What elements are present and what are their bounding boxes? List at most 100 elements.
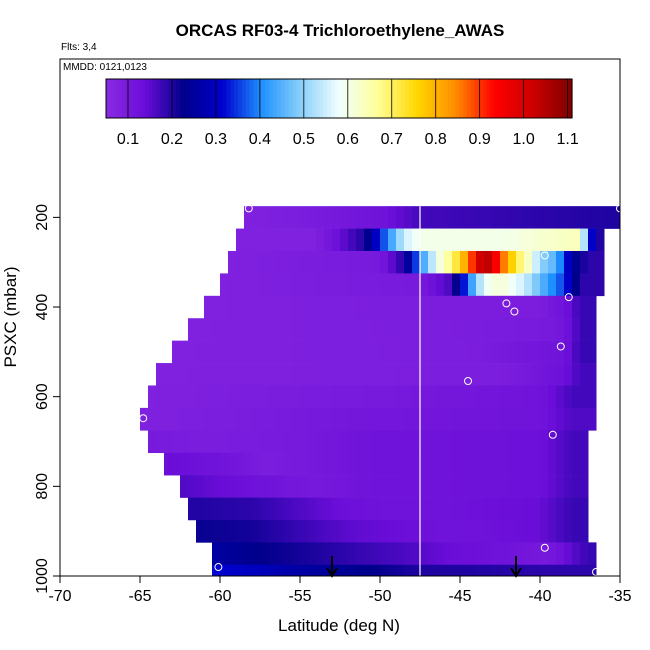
heatmap-cell	[580, 497, 589, 521]
colorbar-tick-label: 1.0	[513, 131, 535, 148]
colorbar-swatch	[129, 79, 134, 118]
heatmap-cell	[580, 542, 589, 566]
heatmap-cell	[452, 519, 461, 543]
colorbar-swatch	[416, 79, 422, 118]
sample-point	[540, 543, 549, 552]
heatmap-cell	[292, 497, 301, 521]
heatmap-cell	[444, 206, 453, 229]
heatmap-cell	[164, 363, 173, 386]
heatmap-cell	[244, 519, 253, 543]
colorbar-swatch	[226, 79, 231, 118]
heatmap-cell	[340, 385, 349, 409]
heatmap-cell	[460, 228, 469, 252]
heatmap-cell	[516, 273, 525, 297]
sample-point	[464, 376, 472, 385]
heatmap-cell	[452, 340, 461, 364]
heatmap-cell	[580, 318, 589, 341]
heatmap-cell	[540, 318, 549, 341]
colorbar-swatch	[537, 79, 542, 118]
heatmap-cell	[500, 250, 509, 274]
heatmap-cell	[380, 542, 389, 566]
heatmap-cell	[324, 452, 333, 476]
heatmap-cell	[436, 475, 445, 498]
heatmap-cell	[444, 250, 453, 274]
heatmap-cell	[548, 385, 557, 409]
heatmap-cell	[492, 564, 501, 577]
heatmap-cell	[260, 519, 269, 543]
heatmap-cell	[348, 206, 357, 229]
heatmap-cell	[404, 228, 413, 252]
heatmap-cell	[228, 430, 237, 454]
heatmap-cell	[508, 206, 517, 229]
heatmap-cell	[244, 407, 253, 431]
heatmap-cell	[292, 340, 301, 364]
heatmap-cell	[524, 475, 533, 498]
colorbar-swatch	[249, 79, 255, 118]
heatmap-cell	[252, 475, 261, 498]
heatmap-cell	[548, 250, 557, 274]
heatmap-cell	[564, 273, 573, 297]
axes: -70 -65 -60 -55 -50 -45 -40 -35 200 400 600 800 1000	[34, 204, 632, 605]
heatmap-cell	[444, 475, 453, 498]
heatmap-cell	[556, 475, 565, 498]
heatmap-cell	[428, 250, 437, 274]
heatmap-cell	[444, 407, 453, 431]
heatmap-cell	[228, 475, 237, 498]
heatmap-cell	[268, 385, 277, 409]
colorbar-swatch	[381, 79, 387, 118]
heatmap-cell	[236, 228, 245, 252]
x-tick-label: -35	[608, 588, 631, 605]
heatmap-cell	[244, 228, 253, 252]
heatmap-cell	[468, 228, 477, 252]
heatmap-cell	[396, 452, 405, 476]
sample-point	[548, 430, 557, 439]
colorbar-swatch	[230, 79, 235, 118]
colorbar-swatch	[486, 79, 492, 118]
heatmap-cell	[380, 363, 389, 386]
heatmap-cell	[180, 363, 189, 386]
heatmap-cell	[580, 295, 589, 319]
heatmap-cell	[420, 475, 429, 498]
heatmap-cell	[460, 273, 469, 297]
heatmap-cell	[548, 206, 557, 229]
colorbar-tick-label: 0.4	[249, 131, 271, 148]
heatmap-cell	[276, 250, 285, 274]
heatmap-cell	[444, 340, 453, 364]
heatmap-cell	[268, 363, 277, 386]
heatmap-cell	[276, 407, 285, 431]
heatmap-cell	[364, 475, 373, 498]
heatmap-cell	[356, 385, 365, 409]
heatmap-cell	[484, 206, 493, 229]
colorbar-swatch	[222, 79, 227, 118]
heatmap-cell	[500, 273, 509, 297]
heatmap-cell	[572, 452, 581, 476]
heatmap-cell	[204, 340, 213, 364]
heatmap-cell	[220, 452, 229, 476]
heatmap-cell	[436, 430, 445, 454]
heatmap-cell	[580, 363, 589, 386]
heatmap-cell	[492, 318, 501, 341]
heatmap-cell	[292, 206, 301, 229]
heatmap-cell	[324, 407, 333, 431]
heatmap-cell	[244, 542, 253, 566]
heatmap-cell	[236, 385, 245, 409]
heatmap-cell	[340, 318, 349, 341]
heatmap-cell	[388, 452, 397, 476]
heatmap-cell	[324, 430, 333, 454]
colorbar-swatch	[117, 79, 123, 118]
colorbar-swatch	[513, 79, 519, 118]
heatmap-cell	[388, 564, 397, 577]
heatmap-cell	[508, 452, 517, 476]
heatmap-cell	[372, 363, 381, 386]
colorbar-swatch	[210, 79, 216, 118]
colorbar-tick-label: 1.1	[556, 131, 578, 148]
heatmap-cell	[564, 318, 573, 341]
heatmap-cell	[556, 273, 565, 297]
heatmap-cell	[372, 228, 381, 252]
heatmap-cell	[596, 228, 605, 252]
heatmap-cell	[524, 497, 533, 521]
heatmap-cell	[396, 519, 405, 543]
colorbar-swatch	[490, 79, 495, 118]
heatmap-cell	[180, 385, 189, 409]
